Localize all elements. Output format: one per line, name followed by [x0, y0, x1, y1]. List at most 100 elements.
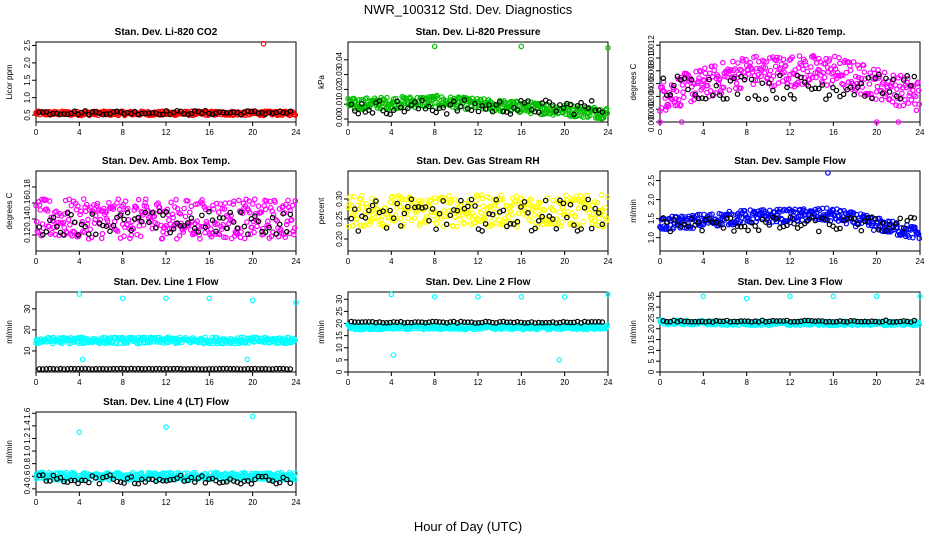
reference-point [131, 480, 138, 487]
reference-point [206, 366, 212, 372]
reference-point [355, 110, 362, 117]
y-tick-label: 1.0 [23, 92, 32, 104]
series-point [350, 193, 357, 200]
reference-point [114, 365, 120, 372]
x-tick-label: 24 [292, 378, 301, 387]
series-point [916, 235, 923, 242]
series-point [775, 80, 782, 86]
reference-point [387, 111, 393, 118]
reference-point [156, 208, 163, 215]
series-point [201, 204, 208, 210]
reference-point [273, 365, 280, 372]
reference-point [904, 318, 911, 325]
series-point [709, 211, 715, 218]
series-point [660, 79, 667, 85]
series-point [216, 231, 223, 238]
reference-point [47, 365, 53, 372]
x-tick-label: 0 [34, 257, 39, 266]
reference-point [706, 318, 713, 325]
y-tick-label: 0.00 [335, 111, 344, 127]
y-tick-label: 0.12 [23, 227, 32, 243]
series-point [561, 209, 567, 215]
reference-point [238, 366, 244, 372]
series-point [754, 77, 761, 84]
series-point [590, 211, 597, 218]
reference-point [238, 480, 244, 487]
x-tick-label: 8 [744, 128, 749, 137]
reference-point [390, 319, 397, 325]
x-tick-label: 24 [604, 257, 613, 266]
reference-point [429, 206, 436, 212]
reference-point [82, 223, 89, 230]
reference-point [482, 221, 489, 227]
reference-point [202, 224, 209, 231]
reference-point [419, 319, 425, 326]
reference-point [255, 218, 262, 225]
reference-point [731, 75, 737, 82]
series-point [900, 102, 907, 109]
reference-point [883, 227, 889, 234]
reference-point [571, 222, 577, 229]
reference-point [716, 92, 723, 99]
series-point [850, 59, 857, 65]
reference-point [139, 218, 145, 225]
reference-point [808, 317, 815, 324]
reference-point [163, 209, 170, 215]
series-point [860, 62, 867, 69]
reference-point [660, 215, 667, 221]
reference-point [539, 319, 546, 326]
series-point [773, 57, 780, 64]
reference-point [280, 109, 287, 116]
reference-point [581, 318, 588, 325]
series-point [569, 210, 575, 216]
series-point [906, 93, 913, 99]
reference-point [146, 476, 152, 483]
reference-point [823, 216, 829, 223]
reference-point [581, 205, 588, 211]
reference-point [376, 319, 383, 325]
reference-point [734, 91, 741, 97]
reference-point [450, 207, 457, 213]
series-point [208, 226, 214, 232]
series-point [251, 229, 257, 236]
reference-point [266, 224, 272, 231]
reference-point [369, 110, 376, 116]
reference-point [716, 221, 723, 228]
reference-point [815, 85, 822, 92]
reference-point [195, 229, 202, 235]
reference-point [93, 475, 99, 481]
series-point [454, 223, 460, 230]
reference-point [373, 319, 379, 326]
series-point [855, 62, 861, 68]
reference-point [216, 215, 223, 221]
series-point [680, 89, 686, 95]
reference-point [454, 207, 461, 214]
y-tick-label: 1.0 [23, 445, 32, 457]
series-point [115, 196, 122, 203]
series-point [780, 56, 787, 63]
reference-point [262, 365, 269, 372]
series-point [678, 102, 684, 108]
reference-point [511, 319, 517, 326]
x-tick-label: 4 [389, 128, 394, 137]
reference-point [86, 111, 92, 118]
x-tick-label: 0 [346, 128, 351, 137]
y-tick-label: 15 [335, 331, 344, 340]
reference-point [588, 98, 595, 104]
x-tick-label: 24 [604, 378, 613, 387]
series-point [221, 234, 227, 241]
series-point [836, 54, 842, 61]
series-point [527, 196, 534, 202]
series-point [197, 236, 203, 242]
outlier-point [561, 293, 568, 300]
reference-point [486, 318, 492, 325]
series-point [282, 234, 289, 241]
reference-point [156, 365, 163, 372]
reference-point [280, 365, 287, 372]
reference-point [500, 318, 507, 325]
reference-point [731, 318, 737, 325]
series-point [169, 211, 176, 218]
series-point [482, 217, 489, 224]
outlier-point [244, 356, 251, 363]
